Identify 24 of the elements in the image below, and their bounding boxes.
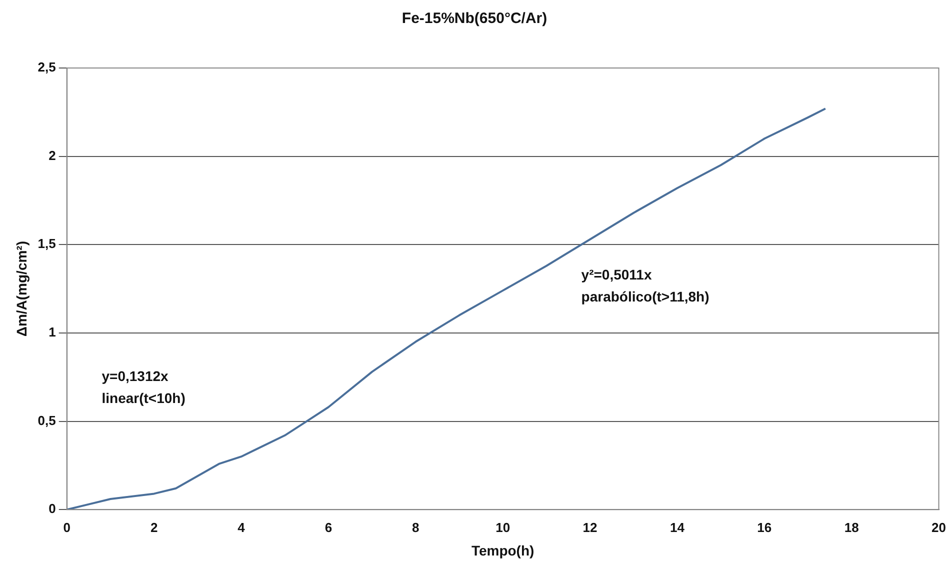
x-tick-label: 8 (412, 520, 420, 535)
x-tick-label: 12 (582, 520, 598, 535)
x-tick-label: 18 (844, 520, 859, 535)
annotation: y²=0,5011x (581, 266, 652, 282)
x-tick-label: 14 (670, 520, 686, 535)
annotation: parabólico(t>11,8h) (581, 288, 710, 304)
y-tick-label: 1,5 (38, 236, 56, 252)
x-tick-label: 2 (150, 520, 158, 535)
x-tick-label: 6 (324, 520, 332, 535)
x-tick-label: 10 (496, 520, 510, 535)
annotation: y=0,1312x (102, 368, 169, 384)
x-tick-label: 4 (238, 520, 246, 535)
annotation: linear(t<10h) (102, 390, 186, 406)
y-tick-label: 1 (48, 324, 56, 340)
y-tick-label: 2 (48, 148, 56, 163)
chart-title: Fe-15%Nb(650°C/Ar) (402, 10, 548, 28)
x-tick-label: 16 (757, 520, 772, 535)
x-tick-label: 0 (63, 520, 70, 535)
x-tick-label: 20 (932, 520, 946, 535)
x-axis-title: Tempo(h) (471, 542, 534, 558)
y-tick-label: 2,5 (38, 60, 56, 75)
y-tick-label: 0 (48, 501, 56, 516)
y-tick-label: 0,5 (38, 412, 56, 428)
y-axis-title: Δm/A(mg/cm²) (13, 240, 30, 337)
